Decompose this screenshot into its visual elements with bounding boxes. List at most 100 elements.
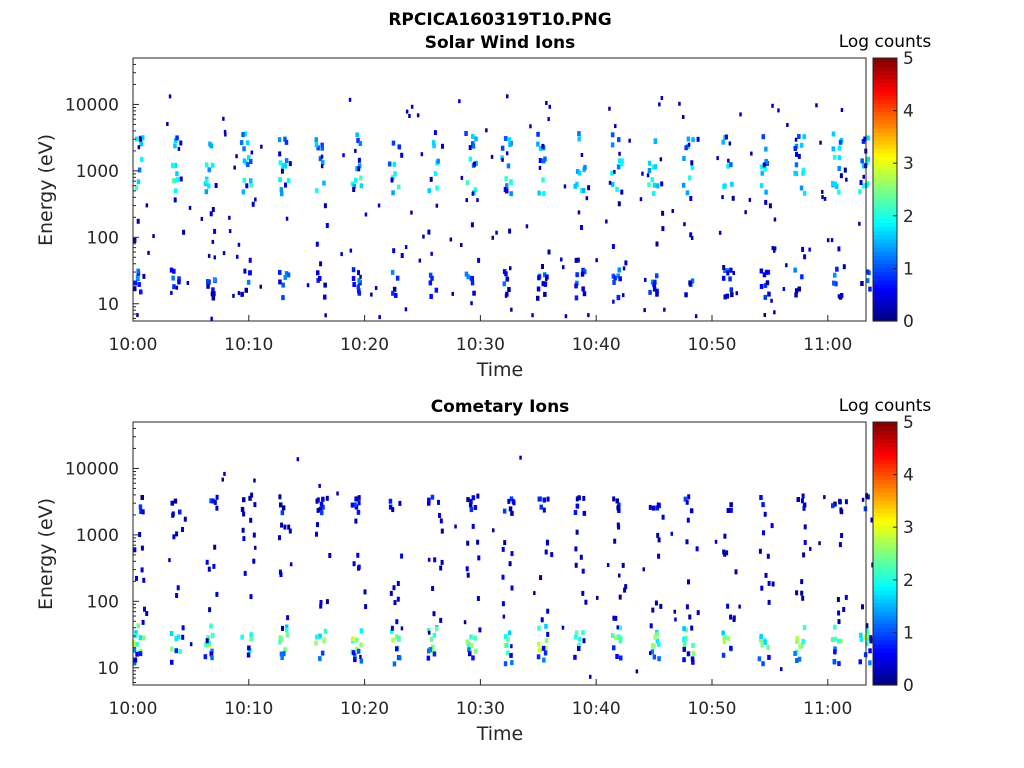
heatmap-cell (278, 535, 281, 541)
heatmap-cell (318, 276, 322, 281)
heatmap-cell (573, 654, 577, 660)
colorbar-segment (873, 177, 897, 182)
heatmap-cell (357, 278, 361, 284)
heatmap-cell (188, 205, 192, 210)
heatmap-cell (224, 132, 227, 137)
heatmap-cell (688, 175, 692, 181)
heatmap-cell (395, 619, 399, 625)
heatmap-cell (133, 286, 137, 292)
heatmap-cell (405, 109, 409, 114)
heatmap-cell (253, 502, 257, 508)
heatmap-cell (830, 637, 835, 642)
heatmap-cell (233, 165, 236, 170)
heatmap-cell (501, 157, 504, 162)
heatmap-cell (762, 162, 766, 168)
heatmap-cell (685, 539, 689, 545)
heatmap-cell (865, 493, 869, 499)
heatmap-cell (661, 226, 665, 232)
heatmap-cell (684, 292, 688, 298)
heatmap-cell (398, 500, 402, 506)
heatmap-cell (614, 124, 617, 129)
heatmap-cell (573, 510, 578, 515)
colorbar-segment (873, 201, 897, 207)
colorbar-segment (873, 66, 897, 71)
heatmap-cell (650, 279, 655, 285)
heatmap-cell (617, 508, 621, 513)
heatmap-cell (348, 97, 352, 102)
colorbar-tick-label: 1 (903, 623, 914, 643)
heatmap-cell (770, 523, 774, 529)
heatmap-cell (394, 292, 398, 298)
heatmap-cell (242, 158, 247, 164)
heatmap-cell (259, 284, 262, 289)
heatmap-cell (508, 228, 512, 234)
heatmap-cell (821, 195, 824, 200)
heatmap-cell (235, 154, 238, 159)
heatmap-cell (328, 553, 332, 558)
heatmap-cell (314, 640, 318, 646)
heatmap-cell (359, 183, 364, 189)
heatmap-cell (285, 216, 289, 221)
heatmap-cell (547, 249, 551, 255)
heatmap-cell (249, 517, 253, 523)
heatmap-cell (352, 187, 356, 192)
heatmap-cell (502, 508, 507, 514)
heatmap-cell (240, 291, 244, 297)
heatmap-cell (474, 136, 478, 142)
colorbar-segment (873, 205, 897, 211)
heatmap-cell (391, 507, 395, 513)
heatmap-cell (439, 565, 443, 571)
colorbar-segment (873, 520, 897, 526)
heatmap-cell (355, 132, 359, 138)
heatmap-cell (286, 272, 291, 278)
y-tick-label: 10 (97, 295, 119, 315)
heatmap-cell (840, 533, 844, 538)
colorbar-segment (873, 648, 897, 653)
colorbar-segment (873, 598, 897, 604)
heatmap-cell (504, 293, 508, 298)
heatmap-cell (802, 625, 807, 631)
heatmap-cell (174, 636, 178, 642)
heatmap-cell (649, 623, 653, 629)
heatmap-cell (682, 646, 686, 652)
heatmap-cell (400, 626, 404, 631)
x-tick-label: 10:30 (456, 699, 505, 719)
heatmap-cell (503, 187, 507, 192)
heatmap-cell (143, 606, 146, 612)
colorbar-segment (873, 574, 897, 579)
heatmap-cell (136, 623, 140, 629)
heatmap-cell (546, 631, 550, 637)
heatmap-cell (837, 189, 841, 195)
heatmap-cell (449, 237, 453, 242)
heatmap-cell (837, 619, 841, 625)
heatmap-cell (859, 632, 863, 638)
heatmap-cell (663, 307, 666, 312)
heatmap-cell (395, 646, 399, 652)
heatmap-cell (322, 180, 326, 186)
heatmap-cell (728, 141, 732, 146)
heatmap-cell (619, 655, 623, 661)
heatmap-cell (211, 287, 215, 293)
heatmap-cell (505, 183, 509, 189)
heatmap-cell (773, 310, 776, 315)
colorbar-tick-label: 0 (903, 312, 914, 332)
heatmap-cell (181, 527, 184, 532)
heatmap-cell (837, 638, 841, 644)
heatmap-cell (505, 188, 509, 194)
heatmap-cell (215, 591, 219, 597)
heatmap-cell (546, 496, 550, 502)
heatmap-cell (691, 642, 695, 648)
heatmap-cell (168, 94, 172, 99)
heatmap-cell (696, 136, 700, 142)
heatmap-cell (476, 493, 480, 499)
heatmap-cell (245, 140, 250, 146)
heatmap-cell (585, 196, 589, 201)
heatmap-cell (468, 651, 472, 657)
colorbar-segment (873, 483, 897, 489)
heatmap-cell (793, 651, 797, 656)
heatmap-cell (422, 234, 425, 239)
heatmap-cell (490, 154, 494, 159)
heatmap-cell (678, 101, 681, 106)
heatmap-cell (734, 569, 738, 575)
heatmap-cell (689, 232, 693, 238)
